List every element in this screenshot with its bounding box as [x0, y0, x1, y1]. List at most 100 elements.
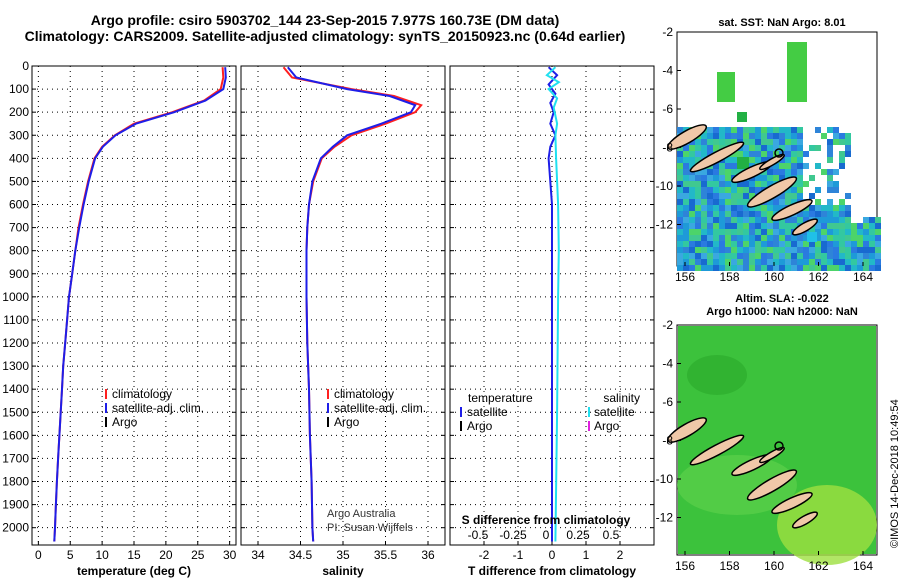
- sst-cell: [761, 235, 767, 241]
- sst-cell: [821, 229, 827, 235]
- sst-cell: [713, 253, 719, 259]
- sst-cell: [863, 247, 869, 253]
- top-tick-label: 0.5: [603, 528, 620, 542]
- sst-cell: [689, 199, 695, 205]
- sst-cell: [803, 163, 809, 169]
- sst-cell: [713, 193, 719, 199]
- sst-cell: [689, 247, 695, 253]
- sst-cell: [839, 211, 845, 217]
- sst-cell: [767, 217, 773, 223]
- sst-cell: [785, 217, 791, 223]
- sst-cell: [851, 247, 857, 253]
- map-y-tick-label: -12: [656, 218, 674, 232]
- map-x-tick-label: 162: [808, 559, 828, 573]
- sst-cell: [761, 205, 767, 211]
- sst-cell: [701, 211, 707, 217]
- sst-cell: [815, 229, 821, 235]
- sst-cell: [809, 253, 815, 259]
- sst-cell: [785, 169, 791, 175]
- sst-cell: [719, 235, 725, 241]
- sst-cell: [839, 265, 845, 271]
- sst-cell: [677, 211, 683, 217]
- map-x-tick-label: 158: [719, 270, 739, 284]
- sst-cell: [851, 235, 857, 241]
- map-y-tick-label: -6: [662, 102, 673, 116]
- island-shape: [771, 198, 813, 222]
- sst-cell: [761, 139, 767, 145]
- sst-cell: [701, 235, 707, 241]
- map-y-tick-label: -12: [656, 511, 674, 525]
- sst-cell: [851, 229, 857, 235]
- sst-cell: [803, 259, 809, 265]
- sst-cell: [701, 241, 707, 247]
- sst-cell: [713, 127, 719, 133]
- sst-cell: [737, 247, 743, 253]
- sst-cell: [695, 211, 701, 217]
- sst-cell: [731, 163, 737, 169]
- y-tick-label: 1000: [2, 290, 29, 304]
- sst-cell: [695, 223, 701, 229]
- sst-cell: [713, 169, 719, 175]
- sst-cell: [737, 193, 743, 199]
- sst-cell: [713, 247, 719, 253]
- sst-cell: [797, 151, 803, 157]
- sst-cell: [785, 163, 791, 169]
- sst-cell: [731, 181, 737, 187]
- sst-cell: [713, 145, 719, 151]
- map-y-tick-label: -4: [662, 64, 673, 78]
- island-shape: [759, 153, 785, 171]
- sst-cell: [845, 241, 851, 247]
- sst-cell: [677, 235, 683, 241]
- map-y-tick-label: -10: [656, 179, 674, 193]
- sst-cell: [731, 187, 737, 193]
- sst-cell: [863, 217, 869, 223]
- sst-cell: [773, 235, 779, 241]
- sst-cell: [785, 187, 791, 193]
- sst-cell: [743, 253, 749, 259]
- sst-cell: [683, 199, 689, 205]
- sst-cell: [839, 229, 845, 235]
- sst-cell: [821, 247, 827, 253]
- sst-cell: [731, 151, 737, 157]
- sst-cell: [713, 211, 719, 217]
- sst-cell: [755, 157, 761, 163]
- sst-cell: [755, 145, 761, 151]
- sst-cell: [773, 133, 779, 139]
- sst-cell: [677, 229, 683, 235]
- sst-cell: [827, 229, 833, 235]
- sst-cell: [713, 163, 719, 169]
- sst-cell: [713, 241, 719, 247]
- sst-cell: [689, 229, 695, 235]
- sst-cell: [725, 211, 731, 217]
- sst-cell: [731, 265, 737, 271]
- island-shape: [666, 124, 708, 150]
- sst-cell: [701, 193, 707, 199]
- sst-cell: [797, 127, 803, 133]
- sst-cell: [707, 229, 713, 235]
- sst-cell: [717, 72, 735, 102]
- sst-cell: [779, 265, 785, 271]
- sst-cell: [785, 151, 791, 157]
- sst-cell: [719, 163, 725, 169]
- sst-cell: [719, 133, 725, 139]
- sst-cell: [737, 157, 749, 169]
- sst-cell: [749, 259, 755, 265]
- sst-cell: [689, 211, 695, 217]
- sst-cell: [701, 205, 707, 211]
- sla-map-title-1: Altim. SLA: -0.022: [735, 293, 829, 305]
- sst-cell: [707, 217, 713, 223]
- map-y-tick-label: -6: [662, 395, 673, 409]
- credit-line-2: PI: Susan Wijffels: [327, 522, 413, 534]
- sst-cell: [749, 205, 755, 211]
- sst-cell: [713, 259, 719, 265]
- sst-cell: [737, 265, 743, 271]
- sst-cell: [779, 217, 785, 223]
- sst-cell: [725, 139, 731, 145]
- sst-cell: [737, 199, 743, 205]
- sst-cell: [809, 265, 815, 271]
- sst-cell: [797, 175, 803, 181]
- x-tick-label: 30: [223, 548, 237, 562]
- sst-cell: [875, 241, 881, 247]
- sst-cell: [797, 163, 803, 169]
- sst-cell: [677, 265, 683, 271]
